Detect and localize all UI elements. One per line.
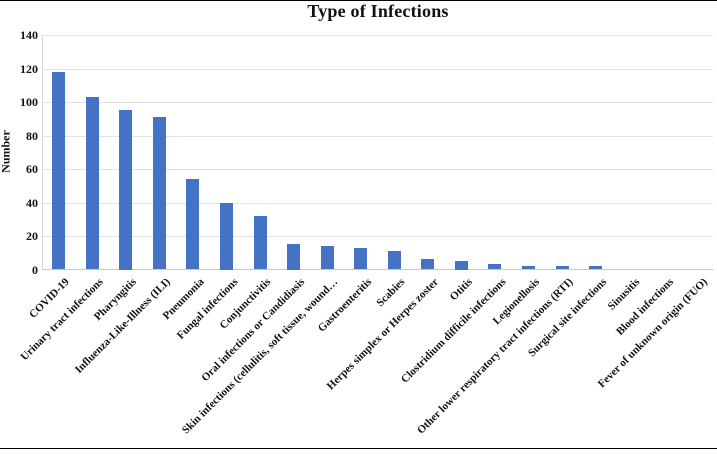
y-tick-label-60: 60 (26, 162, 38, 176)
gridline-80 (42, 135, 713, 137)
y-tick-label-20: 20 (26, 229, 38, 243)
gridline-100 (42, 102, 713, 103)
bar-5 (220, 202, 234, 270)
bar-1 (85, 96, 99, 270)
bar-2 (119, 110, 133, 270)
gridline-60 (42, 169, 713, 170)
y-tick-label-100: 100 (20, 95, 38, 109)
y-tick-label-80: 80 (26, 128, 38, 143)
bar-8 (320, 246, 334, 270)
bar-14 (521, 266, 535, 270)
bar-13 (488, 264, 502, 270)
figure-bottom-border (0, 448, 717, 449)
gridline-40 (42, 202, 713, 204)
y-axis-line (42, 35, 43, 270)
gridline-120 (42, 68, 713, 70)
x-tick-label-12: Otitis (447, 276, 475, 304)
bar-15 (555, 266, 569, 270)
figure-top-border (0, 0, 717, 1)
y-tick-label-140: 140 (20, 28, 38, 42)
chart-title: Type of Infections (307, 1, 449, 21)
bar-12 (454, 261, 468, 270)
y-tick-label-0: 0 (32, 262, 38, 277)
y-tick-label-40: 40 (26, 195, 38, 210)
gridline-20 (42, 236, 713, 237)
plot-area (42, 35, 713, 270)
bar-11 (421, 259, 435, 270)
bar-10 (387, 251, 401, 270)
x-tick-label-15: Other lower respiratory tract infections… (415, 276, 576, 437)
bar-7 (287, 244, 301, 270)
x-axis-line (42, 269, 713, 270)
bar-16 (589, 266, 603, 270)
x-tick-label-8: Skin infections (cellulitis, soft tissue… (180, 276, 341, 437)
gridline-140 (42, 35, 713, 36)
bar-6 (253, 215, 267, 270)
y-tick-label-120: 120 (20, 61, 38, 76)
bar-4 (186, 179, 200, 270)
bar-3 (152, 117, 166, 270)
bar-0 (52, 71, 66, 270)
bar-9 (354, 247, 368, 270)
